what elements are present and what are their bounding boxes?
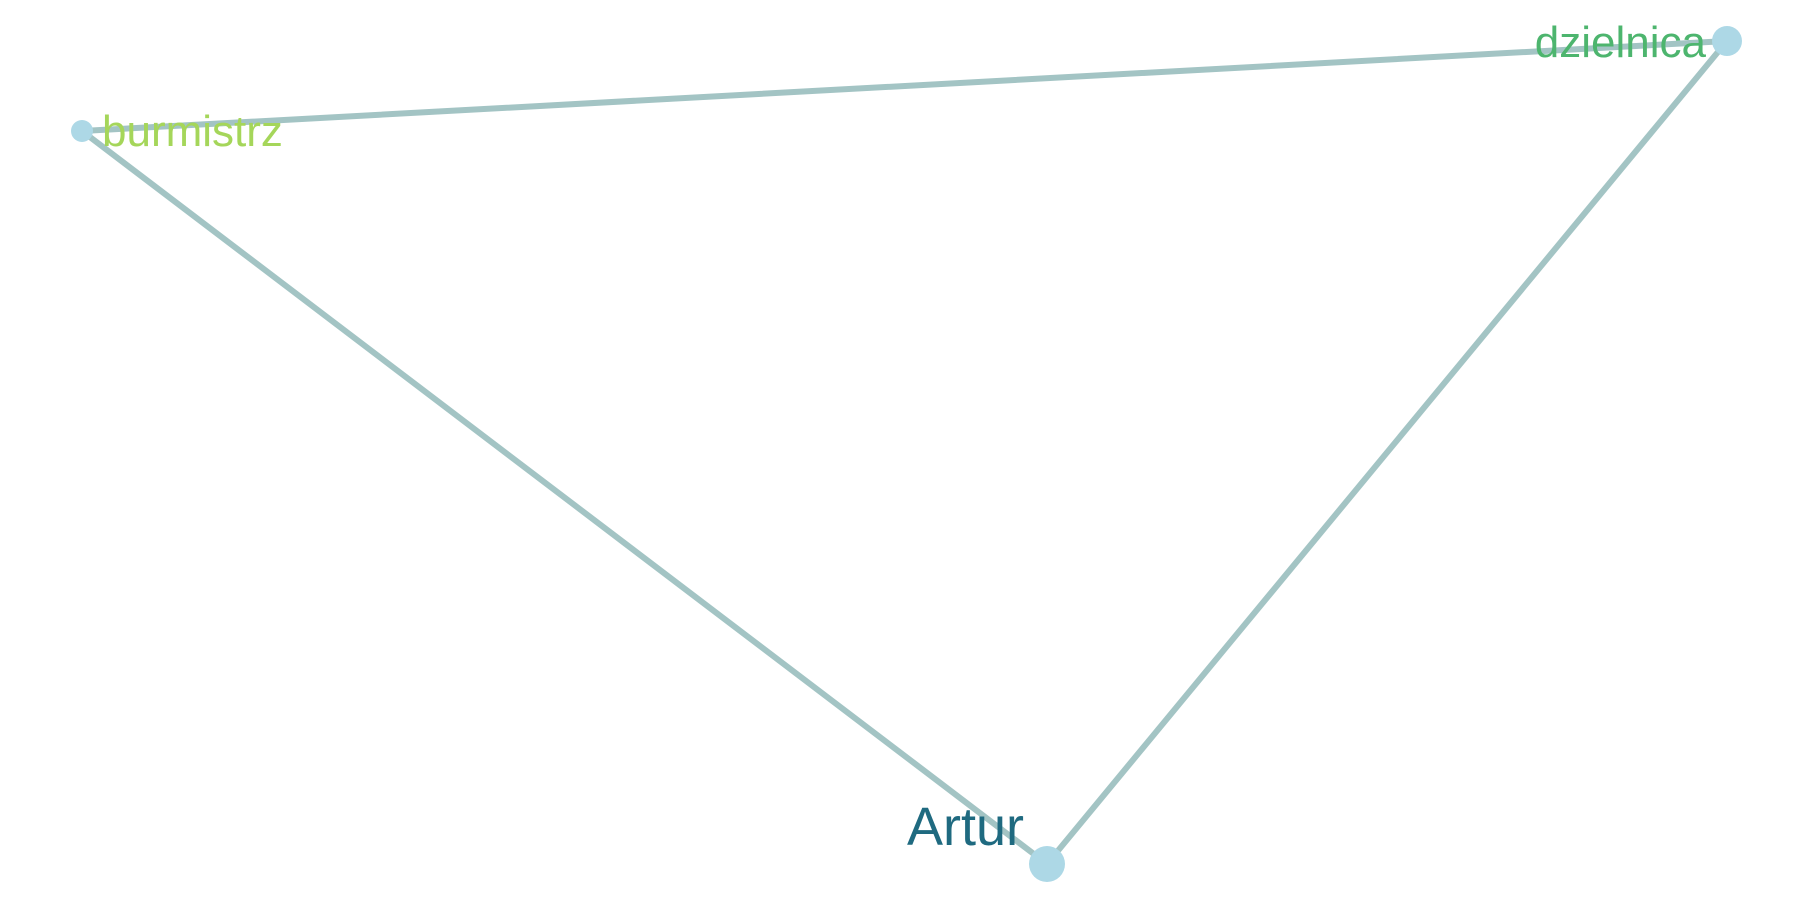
edge-burmistrz-artur — [79, 128, 1050, 867]
node-label-artur: Artur — [907, 797, 1024, 857]
node-dzielnica — [1712, 26, 1742, 56]
node-label-burmistrz: burmistrz — [102, 107, 283, 156]
node-artur — [1029, 846, 1065, 882]
node-label-dzielnica: dzielnica — [1535, 18, 1707, 67]
label-layer: burmistrz dzielnica Artur — [102, 18, 1707, 857]
edge-burmistrz-dzielnica — [79, 38, 1730, 134]
node-layer — [71, 26, 1742, 882]
node-burmistrz — [71, 120, 93, 142]
edge-layer — [79, 38, 1730, 867]
edge-dzielnica-artur — [1044, 38, 1730, 867]
